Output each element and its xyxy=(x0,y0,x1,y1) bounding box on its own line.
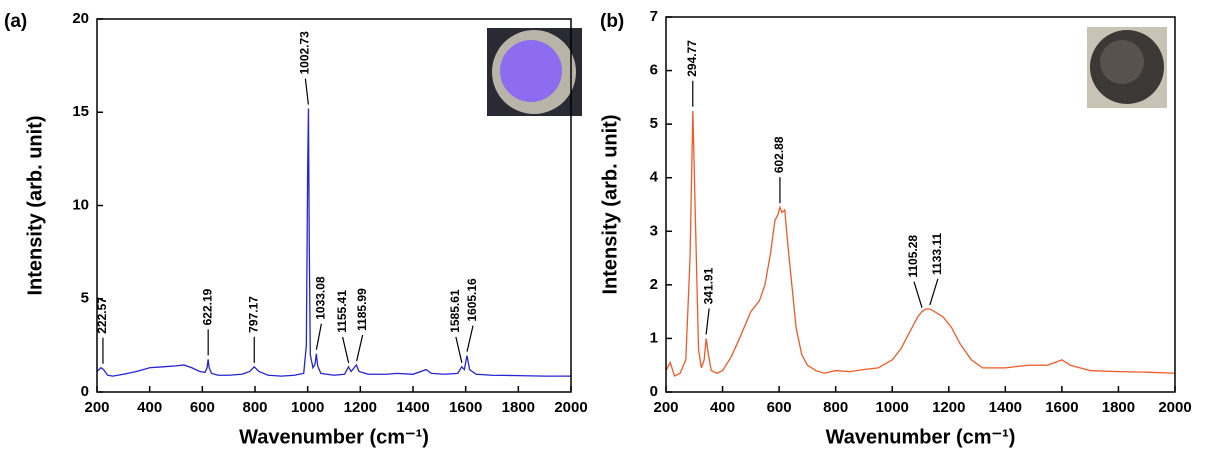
x-tick-label: 1000 xyxy=(291,399,324,416)
inset-photo-b xyxy=(1087,27,1167,108)
x-tick-label: 1600 xyxy=(1045,399,1078,416)
x-tick-label: 1200 xyxy=(932,399,965,416)
y-tick-label: 7 xyxy=(650,8,658,25)
peak-label: 1033.08 xyxy=(314,276,328,320)
chart-panel: (a) 200 400 600 800 1000 1200 1400 1600 1800 2000 0… xyxy=(4,10,588,448)
peak-leader xyxy=(705,308,710,335)
peak-label: 1585.61 xyxy=(448,289,462,333)
peak-label: 1105.28 xyxy=(906,235,920,278)
x-tick-label: 600 xyxy=(190,399,215,416)
x-tick-label: 400 xyxy=(137,399,162,416)
x-tick-label: 400 xyxy=(710,399,735,416)
x-tick-label: 1800 xyxy=(1102,399,1135,416)
x-tick-label: 200 xyxy=(653,399,678,416)
panel-label: (a) xyxy=(4,11,27,32)
x-tick-label: 2000 xyxy=(1158,399,1191,416)
y-tick-label: 6 xyxy=(650,62,658,79)
peak-leader xyxy=(315,323,322,350)
x-tick-label: 800 xyxy=(242,399,267,416)
inset-sample xyxy=(1100,40,1144,84)
peak-label: 1185.99 xyxy=(355,288,369,331)
y-tick-label: 3 xyxy=(650,222,658,239)
chart-panel: (b) 200 400 600 800 1000 1200 1400 1600 1800 2000 0… xyxy=(599,8,1191,448)
x-tick-label: 1800 xyxy=(502,399,535,416)
peak-leader xyxy=(929,278,939,306)
y-tick-label: 0 xyxy=(650,383,658,400)
peak-label: 602.88 xyxy=(772,136,786,173)
x-tick-label: 200 xyxy=(84,399,109,416)
peak-label: 622.19 xyxy=(200,288,214,325)
x-tick-label: 1400 xyxy=(396,399,429,416)
peak-label: 294.77 xyxy=(685,40,699,77)
x-tick-label: 1600 xyxy=(449,399,482,416)
x-tick-label: 2000 xyxy=(554,399,587,416)
peak-label: 1002.73 xyxy=(298,31,312,75)
y-tick-label: 2 xyxy=(650,276,658,293)
peak-leader xyxy=(455,336,463,363)
peak-leader xyxy=(342,336,350,363)
spectrum-line xyxy=(665,110,1176,377)
inset-photo-a xyxy=(487,28,582,116)
x-tick-label: 1200 xyxy=(344,399,377,416)
peak-label: 797.17 xyxy=(246,296,260,333)
peak-leader xyxy=(356,334,364,362)
x-tick-label: 600 xyxy=(767,399,792,416)
y-axis-title: Intensity (arb. unit) xyxy=(599,115,621,295)
peak-leader xyxy=(304,78,309,105)
x-axis-title: Wavenumber (cm⁻¹) xyxy=(239,426,429,448)
inset-sample xyxy=(500,40,562,102)
peak-leader xyxy=(466,325,474,352)
peak-label: 1155.41 xyxy=(335,290,349,333)
y-tick-label: 20 xyxy=(72,10,89,27)
y-tick-label: 5 xyxy=(650,115,658,132)
x-tick-label: 800 xyxy=(823,399,848,416)
peak-label: 222.57 xyxy=(95,297,109,334)
x-tick-label: 1000 xyxy=(876,399,909,416)
y-tick-label: 4 xyxy=(650,169,659,186)
x-tick-label: 1400 xyxy=(989,399,1022,416)
y-axis-title: Intensity (arb. unit) xyxy=(24,116,46,296)
peak-leader xyxy=(913,281,923,308)
plot-frame xyxy=(665,16,1176,393)
y-tick-label: 10 xyxy=(72,196,89,213)
plot-frame xyxy=(96,18,572,393)
y-tick-label: 15 xyxy=(72,103,89,120)
panel-label: (b) xyxy=(600,11,624,32)
spectrum-line xyxy=(96,108,571,377)
peak-label: 1133.11 xyxy=(930,233,944,275)
peak-label: 341.91 xyxy=(701,267,715,304)
peak-label: 1605.16 xyxy=(465,278,479,322)
y-tick-label: 1 xyxy=(650,329,658,346)
y-tick-label: 0 xyxy=(81,383,89,400)
y-tick-label: 5 xyxy=(81,290,89,307)
x-axis-title: Wavenumber (cm⁻¹) xyxy=(826,426,1016,448)
